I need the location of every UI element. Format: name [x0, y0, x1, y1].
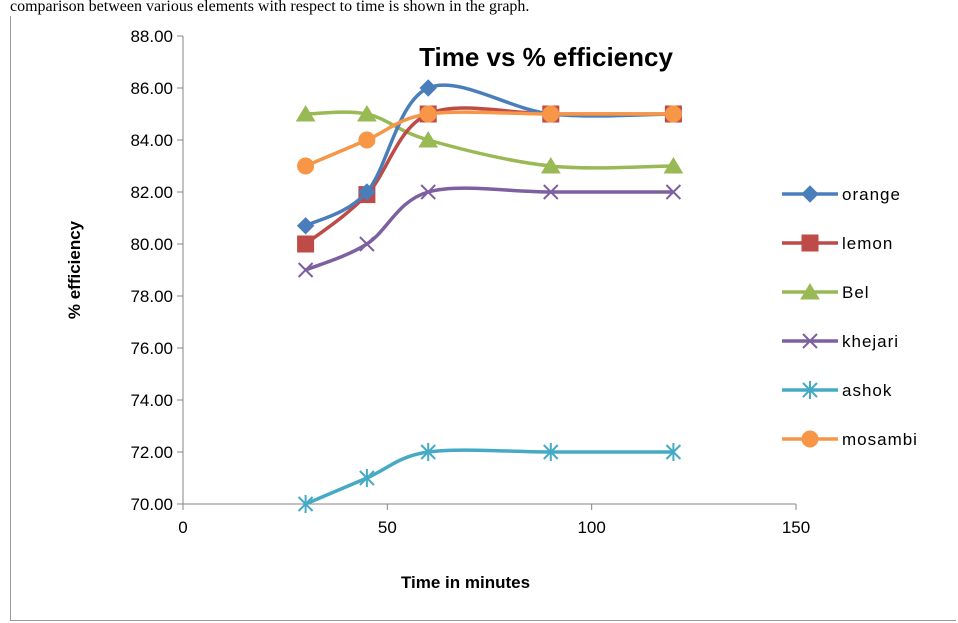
data-point-khejari [543, 184, 559, 200]
series-line-lemon [304, 106, 674, 246]
x-tick-label: 0 [178, 518, 187, 537]
marker-stroke [665, 184, 682, 200]
legend-marker [801, 234, 819, 252]
data-point-orange [419, 79, 437, 97]
legend-item-bel: Bel [782, 283, 870, 302]
data-point-bel [418, 131, 439, 148]
marker-stroke [802, 333, 818, 349]
data-point-mosambi [358, 131, 376, 149]
marker-stroke [297, 262, 314, 278]
data-point-mosambi [664, 105, 682, 123]
data-point-ashok [420, 443, 436, 461]
y-axis-title: % efficiency [65, 220, 84, 319]
y-tick-label: 78.00 [130, 287, 173, 306]
y-tick-label: 70.00 [130, 495, 173, 514]
x-tick-label: 100 [577, 518, 605, 537]
data-point-mosambi [297, 157, 315, 175]
chart-title: Time vs % efficiency [419, 42, 673, 72]
data-point-orange [296, 217, 315, 235]
y-tick-label: 84.00 [130, 131, 173, 150]
series-line-bel [305, 110, 674, 170]
series-mosambi [297, 105, 682, 175]
data-point-khejari [665, 184, 682, 200]
legend-label: Bel [842, 283, 870, 302]
x-tick-label: 50 [378, 518, 397, 537]
series-line-khejari [304, 186, 674, 272]
data-point-khejari [297, 262, 314, 278]
legend-item-ashok: ashok [782, 381, 892, 400]
legend-marker [801, 185, 819, 203]
data-point-ashok [359, 469, 375, 487]
chart-frame [10, 16, 956, 621]
y-tick-label: 82.00 [130, 183, 173, 202]
caption-text: comparison between various elements with… [10, 0, 530, 15]
y-tick-label: 86.00 [130, 79, 173, 98]
legend-label: lemon [842, 234, 893, 253]
x-tick-label: 150 [782, 518, 810, 537]
legend-item-khejari: khejari [782, 332, 899, 351]
marker-stroke [359, 236, 375, 252]
legend-label: ashok [842, 381, 892, 400]
data-point-lemon [297, 235, 315, 253]
legend-marker [801, 430, 819, 448]
legend-item-mosambi: mosambi [782, 430, 918, 449]
y-tick-label: 88.00 [130, 27, 173, 46]
legend-marker [802, 333, 818, 349]
marker-stroke [420, 184, 436, 200]
y-tick-label: 74.00 [130, 391, 173, 410]
legend-marker [802, 381, 818, 399]
data-point-ashok [665, 443, 682, 461]
plot-area [295, 79, 684, 513]
data-point-bel [295, 105, 316, 122]
data-point-bel [357, 105, 377, 122]
legend-label: khejari [842, 332, 899, 351]
y-tick-label: 76.00 [130, 339, 173, 358]
axes: 70.00 72.00 74.00 76.00 78.00 80.00 82.00 84.00… [130, 27, 810, 537]
x-axis-title: Time in minutes [401, 573, 530, 592]
marker-stroke [543, 184, 559, 200]
series-khejari [297, 184, 682, 278]
data-point-ashok [543, 443, 559, 461]
y-tick-label: 72.00 [130, 443, 173, 462]
y-tick-label: 80.00 [130, 235, 173, 254]
data-point-khejari [420, 184, 436, 200]
legend-marker [800, 283, 820, 300]
data-point-ashok [297, 495, 314, 513]
data-point-khejari [359, 236, 375, 252]
series-bel [295, 105, 684, 174]
series-lemon [297, 105, 682, 253]
series-line-ashok [304, 448, 674, 506]
legend-item-lemon: lemon [782, 234, 893, 253]
data-point-bel [540, 157, 561, 174]
legend-label: mosambi [842, 430, 918, 449]
data-point-bel [663, 157, 684, 174]
data-point-mosambi [542, 105, 560, 123]
legend: orange lemon Bel khejari ashok mosambi [782, 185, 918, 449]
legend-item-orange: orange [782, 185, 901, 204]
legend-label: orange [842, 185, 901, 204]
data-point-orange [358, 183, 376, 201]
series-ashok [297, 443, 682, 513]
data-point-mosambi [419, 105, 437, 123]
series-line-mosambi [304, 110, 674, 168]
